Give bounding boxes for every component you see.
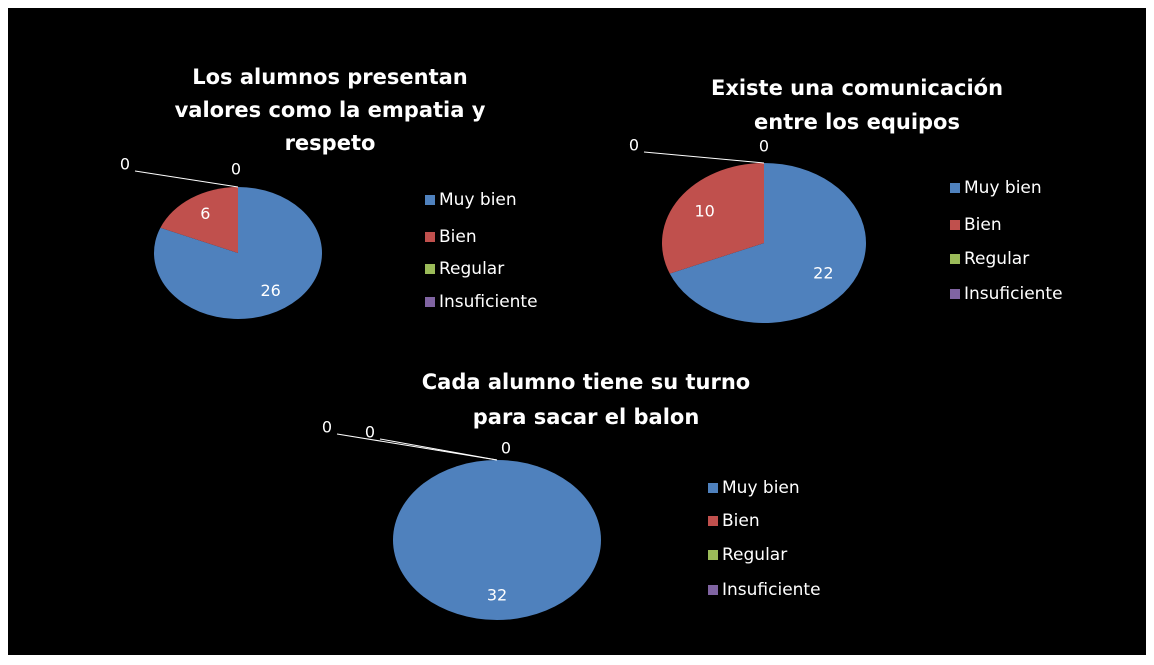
data-label: 0	[231, 160, 241, 179]
pie-slice	[669, 163, 866, 323]
legend-label: Regular	[964, 249, 1029, 269]
legend-swatch	[708, 483, 718, 493]
legend-label: Insuficiente	[722, 580, 821, 600]
legend-label: Muy bien	[722, 478, 800, 498]
legend-swatch	[425, 264, 435, 274]
legend-swatch	[425, 232, 435, 242]
chart-title: Los alumnos presentan	[192, 65, 468, 89]
pie-slice	[160, 187, 238, 253]
legend-label: Muy bien	[439, 190, 517, 210]
data-label: 10	[694, 201, 714, 220]
legend-label: Bien	[964, 215, 1002, 235]
data-label: 0	[322, 418, 332, 437]
pie-slice	[662, 163, 764, 274]
leader-line	[643, 151, 765, 164]
data-label: 6	[200, 204, 210, 223]
legend-label: Muy bien	[964, 178, 1042, 198]
legend-swatch	[708, 585, 718, 595]
chart-title: valores como la empatia y	[175, 98, 486, 122]
leader-line	[134, 170, 239, 188]
legend-label: Regular	[439, 259, 504, 279]
legend-swatch	[425, 297, 435, 307]
legend-swatch	[950, 289, 960, 299]
data-label: 0	[629, 136, 639, 155]
legend-label: Insuficiente	[439, 292, 538, 312]
chart-title: respeto	[285, 131, 376, 155]
data-label: 0	[759, 137, 769, 156]
legend-label: Bien	[722, 511, 760, 531]
legend-swatch	[708, 516, 718, 526]
data-label: 0	[365, 423, 375, 442]
pie-slice	[154, 187, 322, 319]
data-label: 0	[501, 439, 511, 458]
legend-swatch	[950, 220, 960, 230]
pie-slice	[393, 460, 601, 620]
legend-swatch	[425, 195, 435, 205]
data-label: 0	[120, 155, 130, 174]
chart-title: Cada alumno tiene su turno	[422, 370, 750, 394]
legend-swatch	[950, 183, 960, 193]
data-label: 32	[487, 586, 507, 605]
chart-title: entre los equipos	[754, 110, 960, 134]
data-label: 22	[813, 264, 833, 283]
data-label: 26	[260, 281, 280, 300]
legend-swatch	[708, 550, 718, 560]
legend-label: Bien	[439, 227, 477, 247]
legend-label: Regular	[722, 545, 787, 565]
chart-title: para sacar el balon	[473, 405, 700, 429]
leader-line	[336, 433, 498, 461]
legend-swatch	[950, 254, 960, 264]
chart-title: Existe una comunicación	[711, 76, 1003, 100]
legend-label: Insuficiente	[964, 284, 1063, 304]
